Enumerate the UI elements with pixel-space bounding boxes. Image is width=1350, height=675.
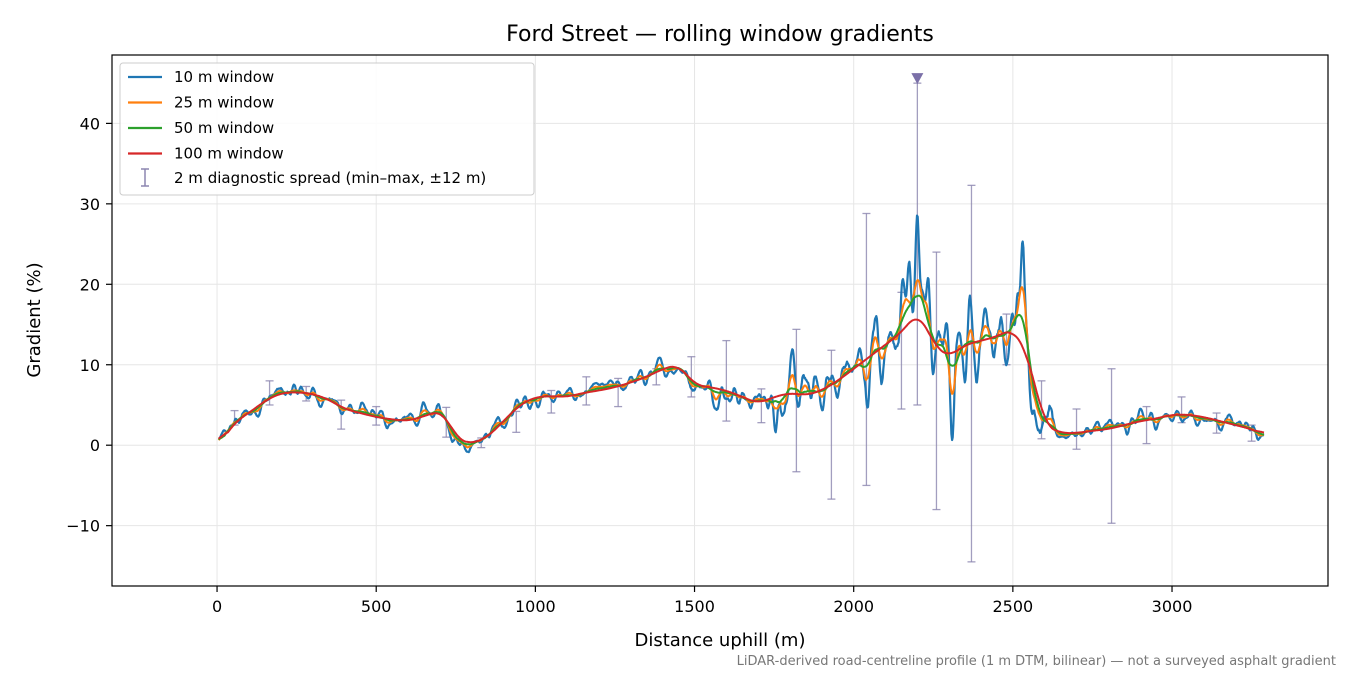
x-tick-label: 1500 (674, 597, 715, 616)
y-tick-label: 40 (80, 114, 100, 133)
y-tick-label: 0 (90, 436, 100, 455)
spread-bar (265, 380, 274, 406)
y-axis-ticks: −10 0 10 20 30 40 (66, 114, 112, 536)
spread-bar (1072, 408, 1081, 450)
x-tick-label: 500 (361, 597, 392, 616)
spread-bar (757, 388, 766, 424)
spread-bar (913, 82, 922, 406)
y-tick-label: −10 (66, 517, 100, 536)
spread-bar (722, 339, 731, 422)
x-tick-label: 0 (212, 597, 222, 616)
x-tick-label: 3000 (1152, 597, 1193, 616)
chart-title: Ford Street — rolling window gradients (506, 22, 934, 47)
legend-label: 25 m window (174, 94, 274, 112)
off-scale-marker (911, 73, 924, 85)
x-tick-label: 2000 (833, 597, 874, 616)
legend-box (119, 62, 535, 196)
spread-bars (230, 82, 1256, 563)
legend-label: 100 m window (174, 145, 284, 163)
spread-bar (1107, 368, 1116, 524)
y-axis-label: Gradient (%) (24, 262, 45, 377)
y-tick-label: 10 (80, 356, 100, 375)
x-tick-label: 2500 (992, 597, 1033, 616)
legend-label: 2 m diagnostic spread (min–max, ±12 m) (174, 169, 486, 187)
y-tick-label: 20 (80, 275, 100, 294)
spread-bar (547, 389, 556, 414)
footnote: LiDAR-derived road-centreline profile (1… (737, 654, 1336, 669)
x-tick-label: 1000 (515, 597, 556, 616)
y-tick-label: 30 (80, 195, 100, 214)
spread-bar (1142, 405, 1151, 445)
marker-layer (911, 73, 924, 85)
legend-label: 10 m window (174, 68, 274, 86)
x-axis-ticks: 0 500 1000 1500 2000 2500 3000 (212, 586, 1192, 616)
spread-bar (827, 349, 836, 500)
plot-frame (111, 54, 1329, 587)
series-line-4 (218, 318, 1265, 444)
spread-bar (967, 184, 976, 563)
spread-bar (932, 251, 941, 511)
legend-spread-swatch (141, 168, 149, 187)
spread-bar (862, 212, 871, 487)
x-axis-label: Distance uphill (m) (635, 630, 806, 651)
legend: 10 m window 25 m window 50 m window 100 m w… (119, 62, 535, 196)
series-lines (217, 214, 1265, 454)
legend-label: 50 m window (174, 119, 274, 137)
